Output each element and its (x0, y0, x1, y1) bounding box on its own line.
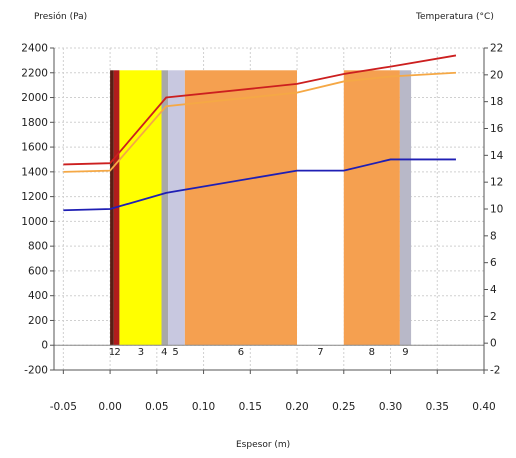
layer-label-3: 3 (138, 347, 144, 358)
y-right-tick-label-12: 22 (490, 43, 503, 55)
x-axis-title: Espesor (m) (236, 440, 291, 450)
y-right-tick-label-1: 0 (490, 338, 497, 350)
x-tick-label-4: 0.15 (239, 401, 262, 413)
x-tick-label-2: 0.05 (145, 401, 168, 413)
y-right-tick-label-8: 14 (490, 150, 504, 162)
y-right-tick-label-6: 10 (490, 204, 503, 216)
y-left-tick-label-2: 200 (28, 315, 48, 327)
layer-label-9: 9 (402, 347, 408, 358)
y-left-tick-label-10: 1800 (21, 117, 48, 129)
x-tick-label-5: 0.20 (285, 401, 308, 413)
y-left-tick-label-6: 1000 (21, 216, 48, 228)
layer-band-5 (168, 70, 185, 346)
series-line-2 (63, 158, 456, 212)
y-right-tick-label-4: 6 (490, 257, 497, 269)
y-left-axis-title: Presión (Pa) (34, 12, 88, 22)
y-left-tick-label-12: 2200 (21, 67, 48, 79)
x-tick-label-1: 0.00 (98, 401, 121, 413)
layer-label-4: 4 (161, 347, 167, 358)
y-left-tick-label-3: 400 (28, 290, 48, 302)
y-left-tick-label-9: 1600 (21, 142, 48, 154)
y-right-tick-label-0: -2 (490, 365, 500, 377)
x-tick-label-7: 0.30 (379, 401, 402, 413)
layer-label-2: 2 (114, 347, 120, 358)
x-tick-label-0: -0.05 (50, 401, 77, 413)
y-right-tick-label-10: 18 (490, 96, 503, 108)
y-right-tick-label-2: 2 (490, 311, 497, 323)
y-right-tick-label-7: 12 (490, 177, 503, 189)
layer-band-6 (184, 70, 298, 346)
x-tick-label-8: 0.35 (426, 401, 449, 413)
layer-band-9 (399, 70, 412, 346)
layer-label-6: 6 (238, 347, 244, 358)
x-tick-label-6: 0.25 (332, 401, 355, 413)
y-left-tick-label-1: 0 (41, 340, 48, 352)
y-right-tick-label-5: 8 (490, 230, 497, 242)
layer-label-8: 8 (369, 347, 375, 358)
y-left-tick-label-5: 800 (28, 241, 48, 253)
x-tick-label-9: 0.40 (472, 401, 495, 413)
y-left-tick-label-11: 2000 (21, 92, 48, 104)
y-right-tick-label-11: 20 (490, 69, 503, 81)
layer-label-5: 5 (172, 347, 178, 358)
series-line-1 (63, 71, 457, 173)
y-left-tick-label-13: 2400 (21, 43, 48, 55)
layer-label-7: 7 (317, 347, 323, 358)
y-left-tick-label-8: 1400 (21, 166, 48, 178)
layer-band-4 (161, 70, 169, 346)
series-line-0 (63, 54, 457, 166)
layer-label-1: 1 (109, 347, 115, 358)
y-right-tick-label-9: 16 (490, 123, 504, 135)
layer-band-3 (119, 70, 162, 346)
x-tick-label-3: 0.10 (192, 401, 215, 413)
y-right-tick-label-3: 4 (490, 284, 497, 296)
y-left-tick-label-4: 600 (28, 265, 48, 277)
layer-band-7 (297, 70, 344, 346)
y-left-tick-label-7: 1200 (21, 191, 48, 203)
layer-band-8 (343, 70, 400, 346)
y-right-axis-title: Temperatura (°C) (416, 12, 494, 22)
y-left-tick-label-0: -200 (24, 365, 48, 377)
